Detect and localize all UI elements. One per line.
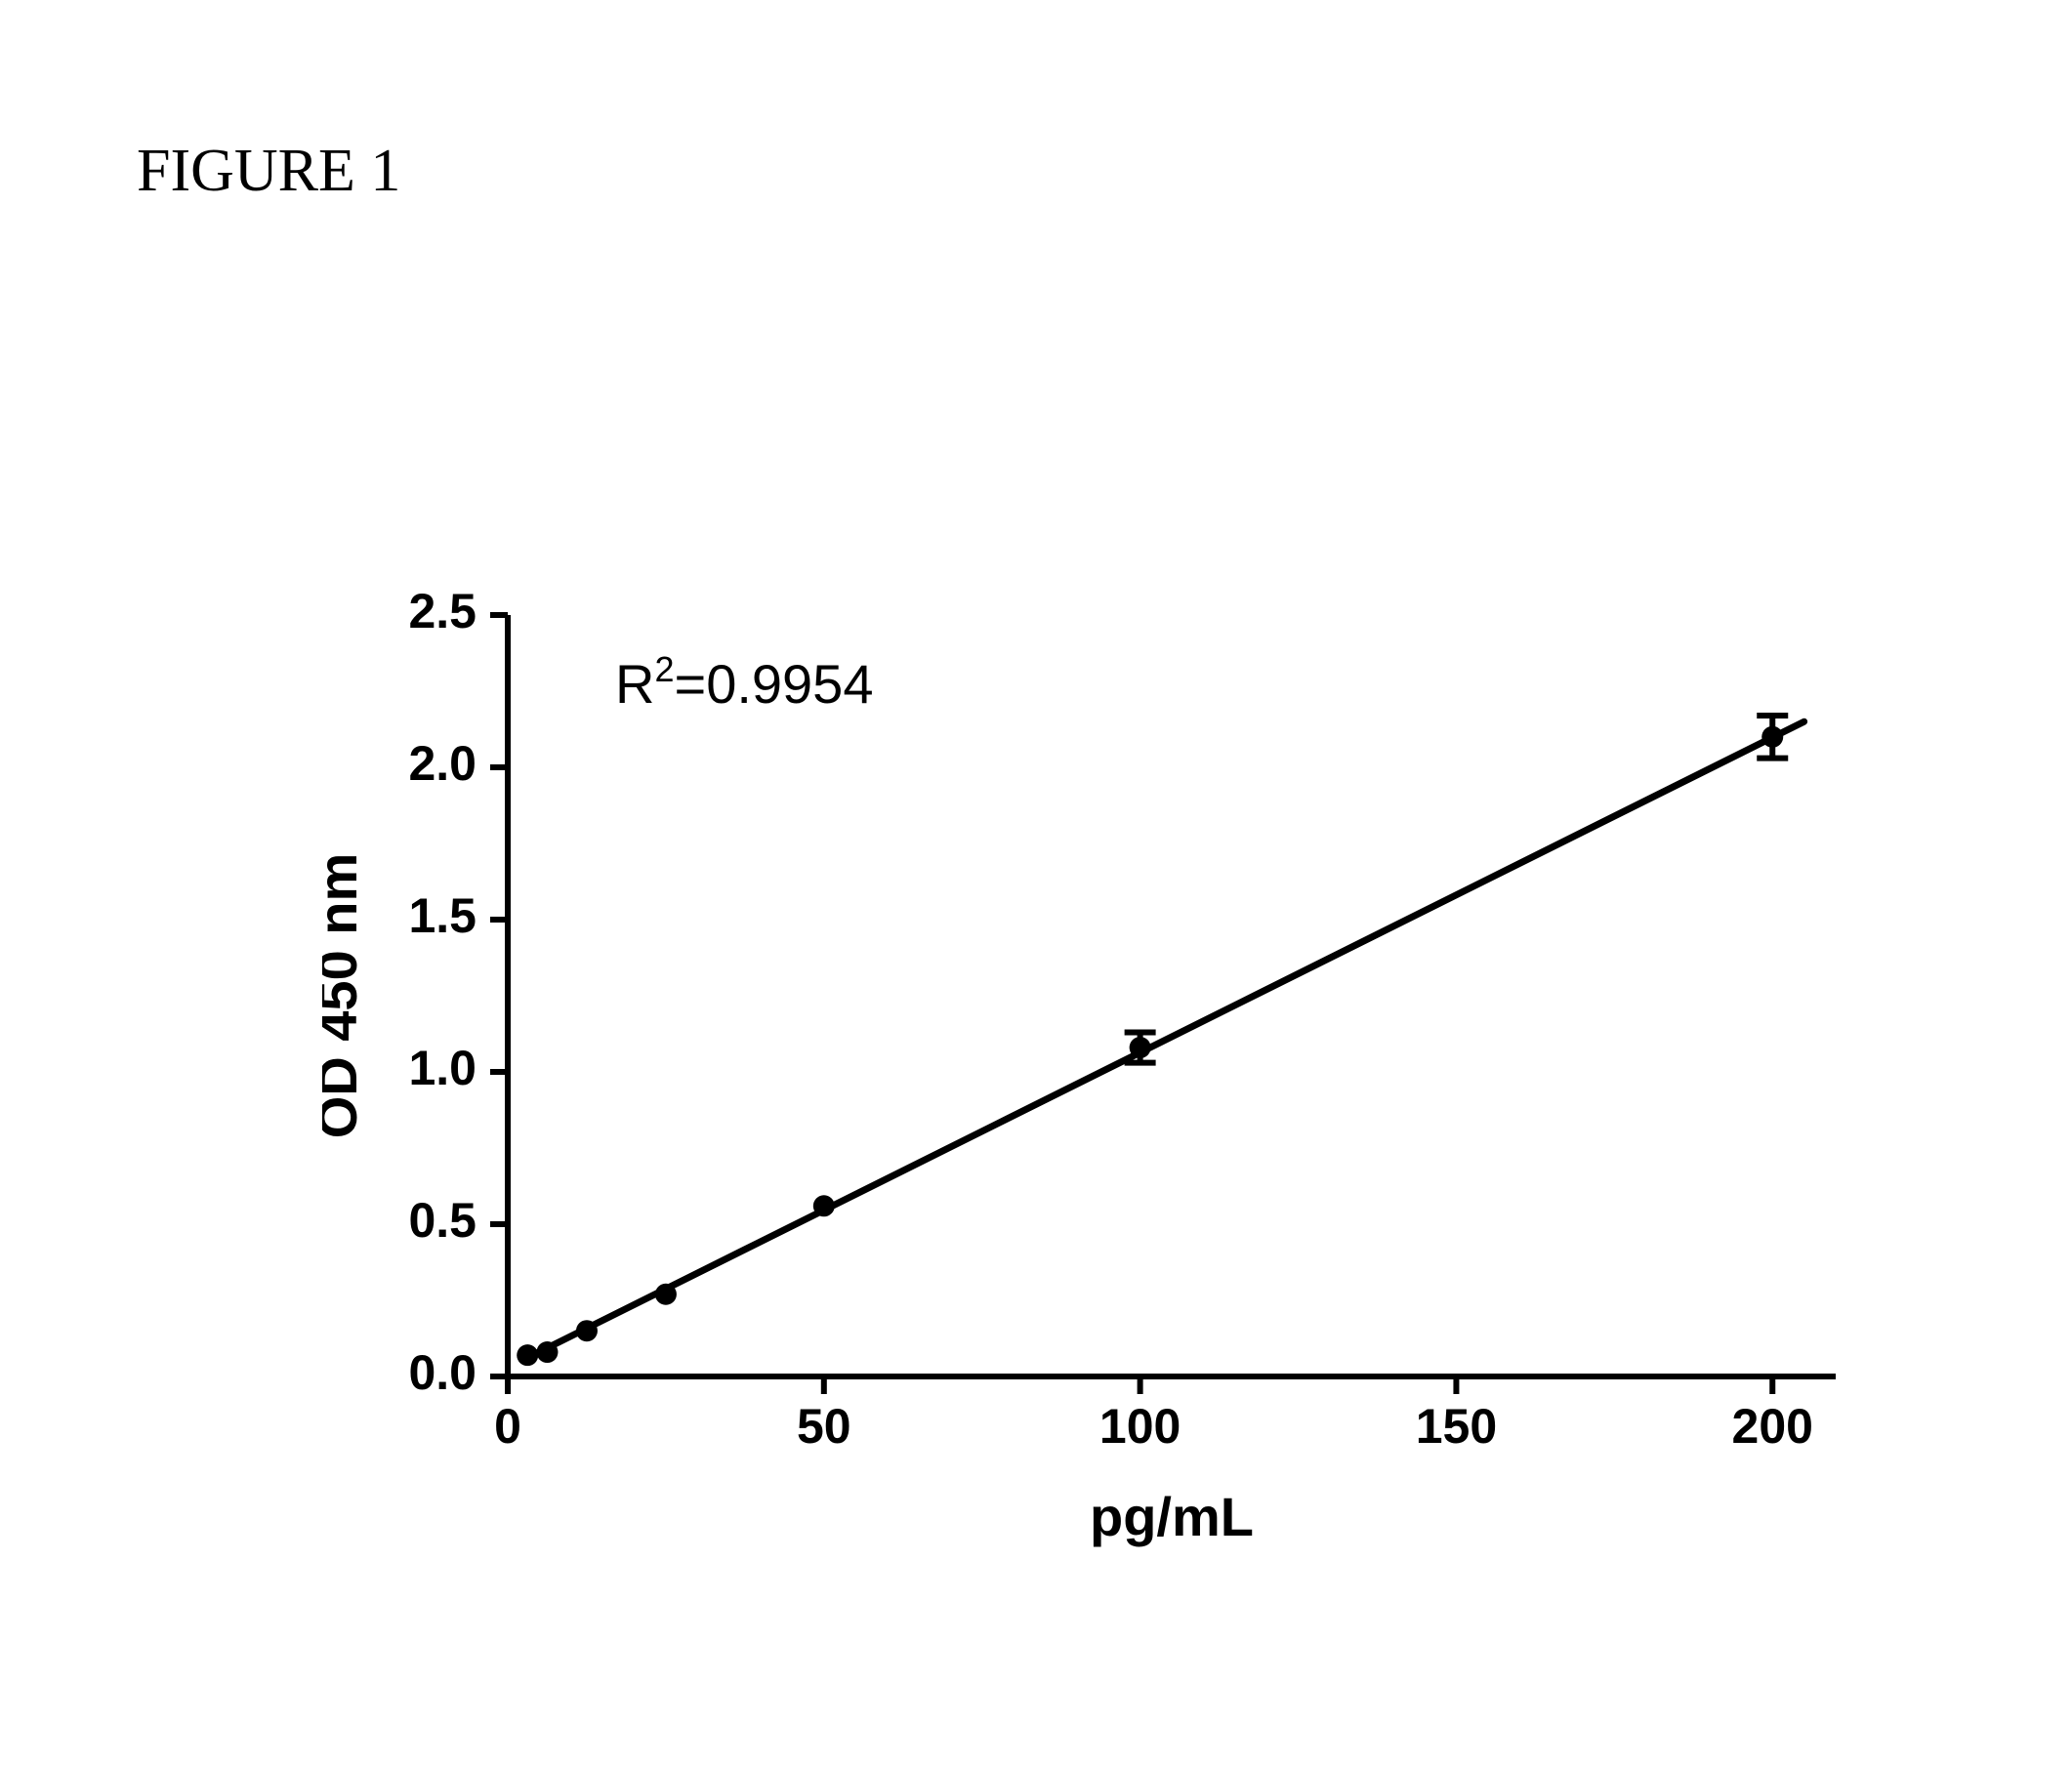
x-tick-label: 0 xyxy=(494,1399,521,1454)
figure-label: FIGURE 1 xyxy=(137,137,400,206)
data-point xyxy=(536,1341,558,1363)
chart-svg: 0.0 0.5 1.0 1.5 2.0 2.5 0 50 100 150 200 pg/mL OD 45… xyxy=(322,586,1943,1660)
page: { "figure_label": "FIGURE 1", "chart": {… xyxy=(0,0,2072,1766)
standard-curve-chart: 0.0 0.5 1.0 1.5 2.0 2.5 0 50 100 150 200 pg/mL OD 45… xyxy=(322,586,1943,1660)
y-tick-label: 1.0 xyxy=(408,1041,477,1095)
r-squared-annotation: R2=0.9954 xyxy=(615,649,873,715)
x-tick-label: 50 xyxy=(797,1399,851,1454)
x-tick-label: 150 xyxy=(1416,1399,1497,1454)
data-point xyxy=(517,1344,538,1366)
data-point xyxy=(1130,1037,1151,1058)
x-tick-label: 200 xyxy=(1732,1399,1813,1454)
y-tick-label: 0.0 xyxy=(408,1345,477,1400)
data-point xyxy=(655,1284,677,1305)
y-tick-label: 0.5 xyxy=(408,1193,477,1248)
data-point xyxy=(1761,726,1783,748)
data-point xyxy=(576,1320,598,1341)
regression-line xyxy=(526,721,1803,1358)
data-point xyxy=(813,1195,835,1216)
y-tick-label: 2.5 xyxy=(408,586,477,638)
x-axis-label: pg/mL xyxy=(1090,1486,1254,1547)
y-axis-label: OD 450 nm xyxy=(322,853,368,1139)
x-tick-label: 100 xyxy=(1099,1399,1181,1454)
y-tick-label: 2.0 xyxy=(408,736,477,791)
y-tick-label: 1.5 xyxy=(408,888,477,943)
